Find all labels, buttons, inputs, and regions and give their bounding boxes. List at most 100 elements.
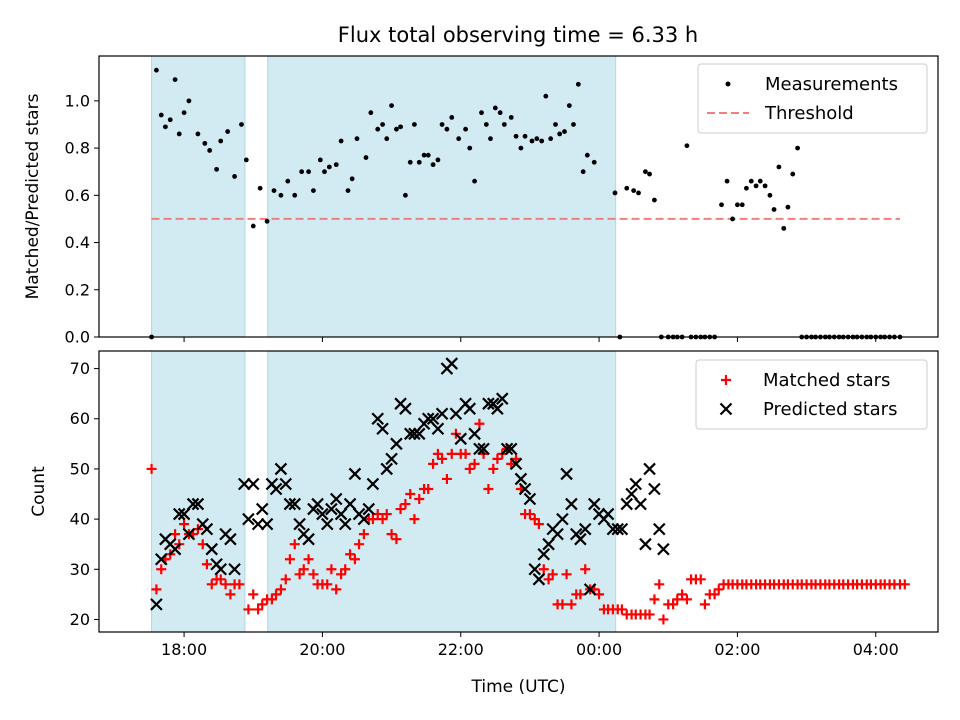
matched-point	[243, 604, 254, 615]
matched-point	[616, 604, 627, 615]
measurement-point	[735, 202, 740, 208]
matched-point	[437, 453, 448, 464]
matched-point	[441, 473, 452, 484]
predicted-point	[302, 532, 315, 546]
legend-measurements-marker	[725, 81, 731, 87]
measurement-point	[762, 183, 768, 189]
matched-point	[303, 554, 314, 565]
predicted-point	[154, 552, 168, 566]
measurement-point	[439, 122, 445, 127]
measurement-point	[584, 152, 590, 158]
predicted-point	[177, 507, 191, 521]
y-tick-label: 30	[70, 560, 90, 579]
predicted-point	[565, 497, 578, 511]
predicted-point	[311, 497, 324, 511]
legend-matched-label: Matched stars	[763, 370, 890, 391]
predicted-point	[556, 512, 569, 526]
predicted-point	[380, 462, 394, 476]
matched-point	[220, 579, 231, 590]
matched-point	[432, 448, 443, 459]
y-tick-label: 0.8	[65, 139, 90, 158]
measurement-point	[412, 122, 417, 127]
measurement-point	[389, 103, 394, 108]
matched-point	[713, 584, 724, 595]
measurement-point	[158, 112, 164, 118]
x-tick-label: 00:00	[576, 640, 622, 659]
matched-point	[533, 519, 544, 530]
predicted-point	[482, 397, 495, 410]
measurement-point	[292, 192, 298, 198]
measurement-point	[311, 188, 316, 193]
measurement-point	[684, 143, 690, 149]
matched-point	[557, 599, 568, 610]
predicted-point	[343, 497, 357, 511]
top-legend-box	[697, 63, 928, 134]
matched-point	[349, 554, 360, 565]
legend-measurements-label: Measurements	[765, 74, 898, 95]
predicted-point	[431, 422, 445, 436]
predicted-point	[224, 532, 237, 546]
measurement-point	[394, 126, 399, 132]
predicted-point	[601, 507, 615, 521]
measurement-point	[548, 136, 554, 142]
measurement-point	[753, 183, 759, 189]
matched-point	[257, 599, 268, 610]
predicted-point	[168, 542, 182, 556]
predicted-point	[473, 442, 486, 456]
measurement-point	[232, 174, 237, 179]
measurement-point	[333, 162, 339, 168]
predicted-point	[288, 497, 302, 511]
measurement-point	[317, 157, 323, 163]
top-axes-frame	[98, 55, 939, 338]
matched-point	[672, 594, 683, 605]
predicted-point	[643, 462, 656, 476]
measurement-point	[479, 110, 484, 116]
measurement-point	[250, 223, 256, 229]
predicted-point	[251, 517, 265, 531]
measurement-point	[518, 145, 524, 151]
measurement-point	[529, 138, 535, 144]
matched-point	[308, 569, 319, 580]
predicted-point	[495, 392, 509, 405]
measurement-point	[444, 126, 450, 132]
measurement-point	[181, 110, 187, 116]
measurement-point	[591, 159, 597, 165]
predicted-point	[551, 527, 564, 541]
matched-point	[331, 584, 342, 595]
matched-point	[474, 418, 485, 429]
measurement-point	[299, 169, 305, 175]
measurement-point	[416, 159, 422, 165]
measurement-point	[562, 129, 567, 134]
predicted-point	[279, 477, 293, 491]
predicted-point	[639, 537, 652, 551]
predicted-point	[150, 598, 163, 611]
measurement-point	[790, 171, 796, 177]
matched-point	[395, 504, 406, 515]
predicted-point	[334, 507, 348, 521]
predicted-point	[629, 477, 643, 491]
matched-point	[386, 529, 397, 540]
top-y-axis-label: Matched/Predicted stars	[23, 93, 43, 299]
measurement-point	[492, 105, 498, 111]
legend-matched-symbol	[721, 375, 731, 385]
predicted-point	[652, 522, 666, 536]
matched-point	[529, 514, 540, 525]
measurement-point	[580, 169, 586, 175]
matched-point	[677, 589, 688, 600]
matched-point	[561, 569, 572, 580]
measurement-point	[285, 178, 291, 184]
measurement-point	[345, 188, 351, 193]
matched-point	[524, 509, 535, 520]
measurement-point	[167, 117, 173, 123]
matched-point	[294, 569, 305, 580]
y-tick-label: 1.0	[65, 91, 90, 110]
predicted-point	[587, 497, 601, 511]
bottom-y-axis-label: Count	[29, 466, 49, 517]
predicted-point	[435, 407, 449, 421]
matched-point	[460, 448, 471, 459]
predicted-point	[634, 497, 647, 511]
y-tick-label: 50	[70, 459, 90, 478]
measurement-point	[739, 202, 745, 208]
measurement-point	[539, 138, 545, 144]
predicted-point	[412, 427, 426, 441]
